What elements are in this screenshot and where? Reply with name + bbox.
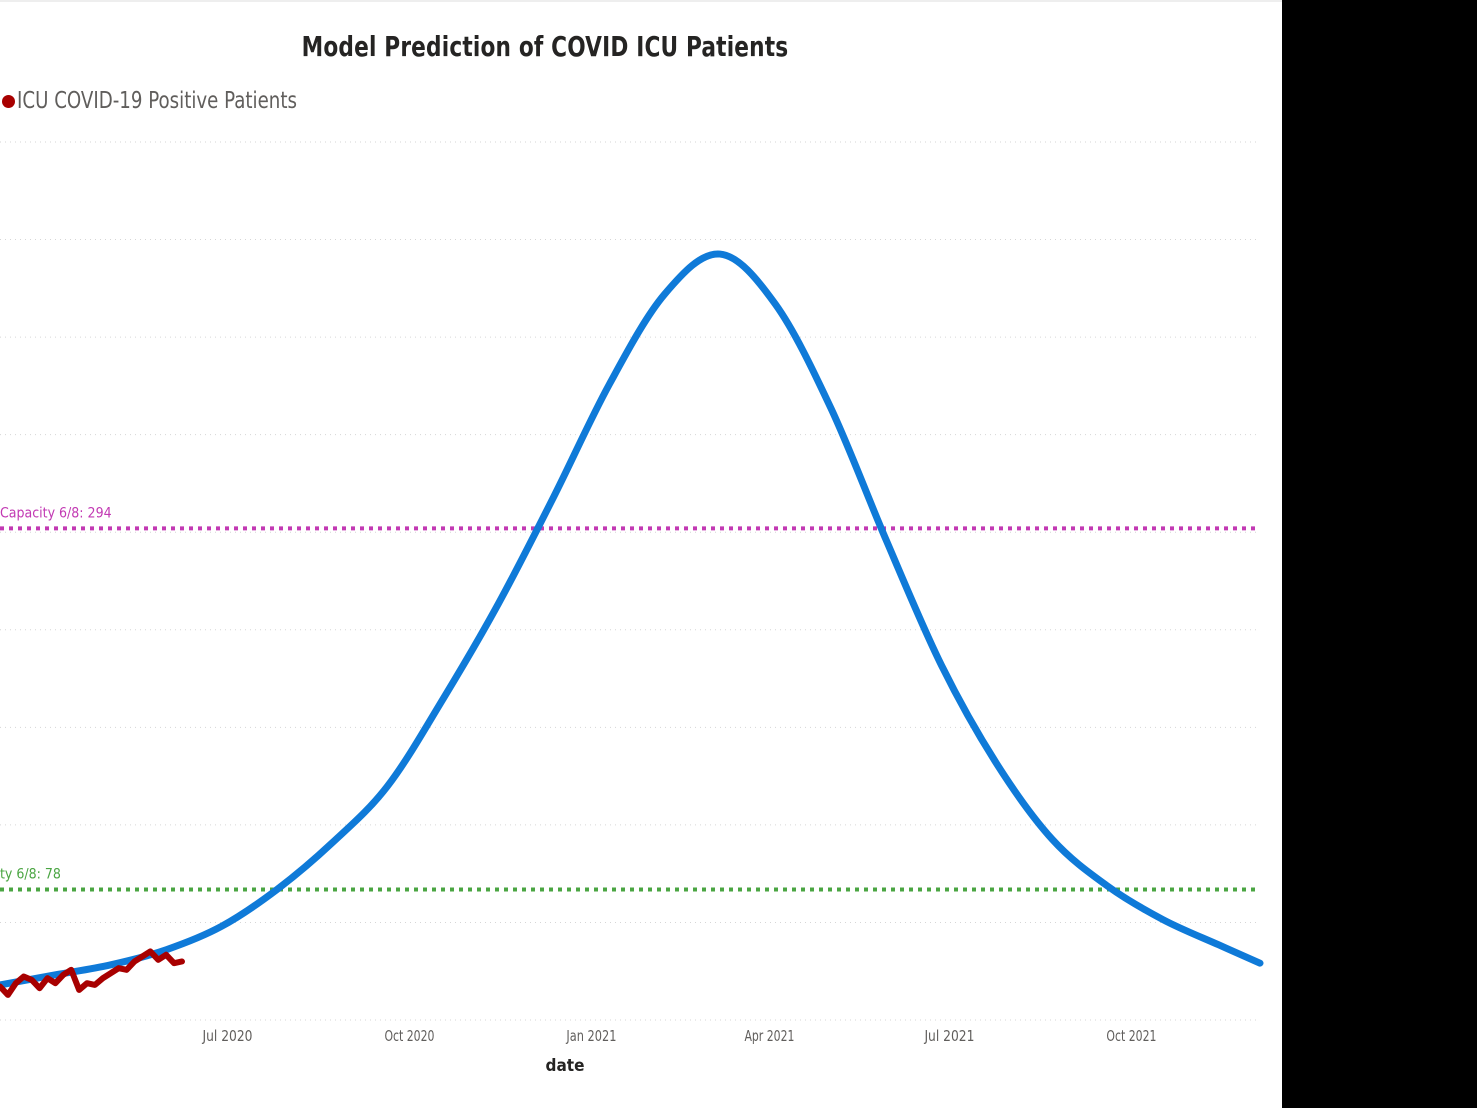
chart-title: Model Prediction of COVID ICU Patients <box>301 30 789 63</box>
reference-line-label-1: ty 6/8: 78 <box>0 867 61 883</box>
x-tick-label: Jan 2021 <box>566 1027 617 1045</box>
x-tick-label: Jul 2020 <box>202 1027 253 1045</box>
x-tick-label: Jul 2021 <box>924 1027 975 1045</box>
black-panel <box>1282 0 1477 1108</box>
x-tick-label: Oct 2021 <box>1106 1027 1156 1045</box>
legend-marker-icon <box>2 94 15 108</box>
x-tick-label: Oct 2020 <box>384 1027 434 1045</box>
plot-area: Capacity 6/8: 294 ty 6/8: 78 Jul 2020 Oct 2… <box>0 141 1264 1076</box>
legend-label: ICU COVID-19 Positive Patients <box>17 88 297 114</box>
series-line-model-prediction <box>0 250 1264 989</box>
x-axis-title: date <box>546 1056 585 1076</box>
legend[interactable]: ICU COVID-19 Positive Patients <box>2 88 335 114</box>
chart-visual[interactable]: Capacity 6/8: 294 ty 6/8: 78 Jul 2020 Oct 2… <box>0 0 1282 1108</box>
reference-line-label-0: Capacity 6/8: 294 <box>0 505 112 521</box>
series-line-icu-patients <box>0 948 185 998</box>
x-tick-label: Apr 2021 <box>744 1027 794 1045</box>
